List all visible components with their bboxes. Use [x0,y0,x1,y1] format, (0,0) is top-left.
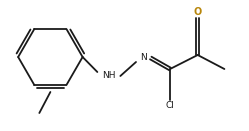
Text: N: N [140,53,147,62]
Text: Cl: Cl [166,101,175,110]
Text: O: O [193,7,202,17]
Text: NH: NH [102,72,115,81]
